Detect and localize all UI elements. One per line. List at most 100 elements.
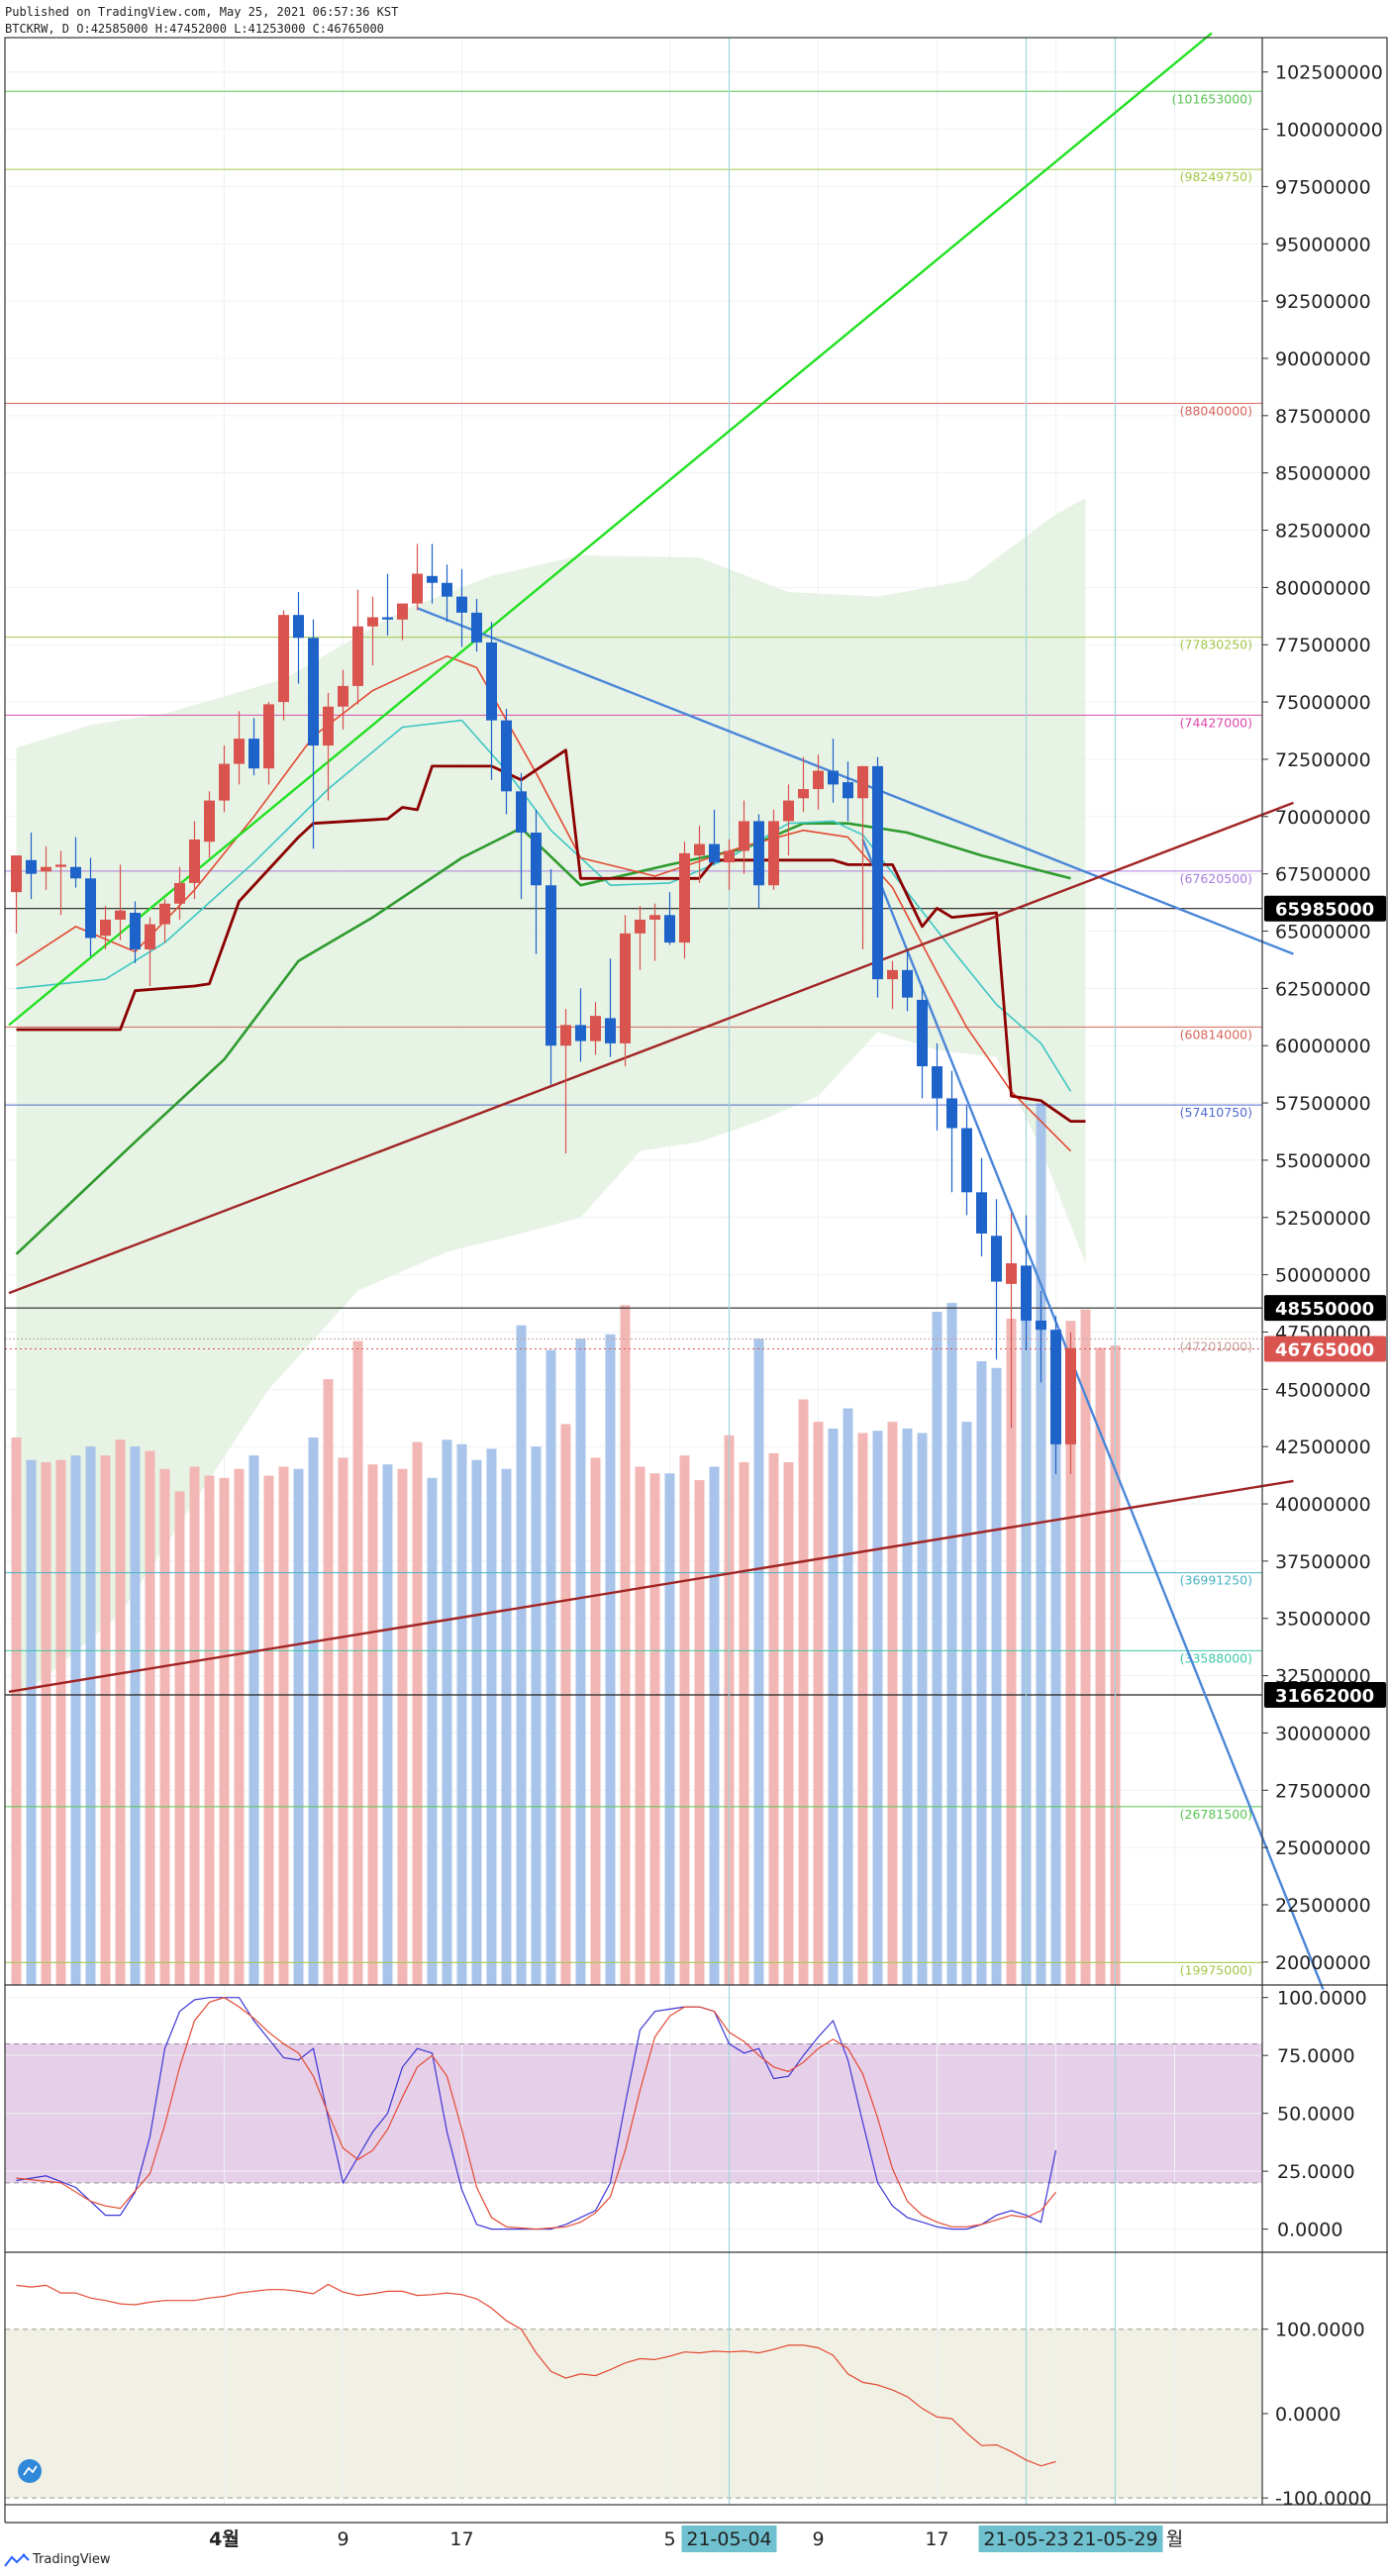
price-tag-bg <box>1264 1295 1386 1322</box>
cci-tick-label: -100.0000 <box>1275 2488 1372 2510</box>
cci-tick-label: 100.0000 <box>1275 2320 1365 2341</box>
volume-bar <box>293 1468 304 1985</box>
volume-bar <box>189 1466 200 1985</box>
price-axis: 20000000 22500000 25000000 27500000 30000000… <box>1262 62 1383 2510</box>
date-tag-bg <box>681 2526 777 2552</box>
volume-bar <box>11 1437 22 1985</box>
volume-bar <box>798 1399 809 1985</box>
candle-body <box>293 615 304 639</box>
volume-bar <box>412 1441 423 1985</box>
volume-bar <box>991 1367 1002 1985</box>
price-tick-label: 95000000 <box>1275 234 1371 255</box>
volume-bar <box>932 1312 942 1985</box>
volume-bar <box>174 1491 185 1985</box>
trendlines[interactable] <box>8 32 1325 1991</box>
price-tick-label: 50000000 <box>1275 1265 1371 1287</box>
candle-body <box>605 1018 616 1043</box>
candle-body <box>828 770 839 785</box>
price-tick-label: 57500000 <box>1275 1093 1371 1115</box>
cci-tick-label: 0.0000 <box>1275 2404 1340 2426</box>
volume-bar <box>635 1466 645 1985</box>
volume-bar <box>1065 1321 1076 1985</box>
candle-body <box>516 791 527 833</box>
volume-bar <box>857 1433 868 1985</box>
fib-level-label: (26781500) <box>1180 1807 1252 1822</box>
volume-bar <box>145 1450 155 1985</box>
volume-bar <box>1036 1103 1046 1985</box>
time-tick-label: 4월 <box>209 2528 240 2550</box>
fib-level-label: (88040000) <box>1180 403 1252 418</box>
candle-body <box>1050 1330 1061 1444</box>
price-tag-bg <box>1264 1681 1386 1708</box>
candle-body <box>159 903 170 925</box>
pane-backgrounds <box>5 2043 1262 2499</box>
fib-level-label: (60814000) <box>1180 1027 1252 1041</box>
fib-level-label: (77830250) <box>1180 638 1252 652</box>
date-tag-label: 21-05-04 <box>686 2528 771 2550</box>
symbol-ohlc-line: BTCKRW, D O:42585000 H:47452000 L:412530… <box>5 22 384 36</box>
candle-body <box>679 852 690 943</box>
date-tag-bg <box>1067 2526 1163 2552</box>
candle-body <box>263 704 274 769</box>
stoch-tick-label: 25.0000 <box>1277 2161 1355 2183</box>
price-tick-label: 65000000 <box>1275 922 1371 943</box>
cci-line <box>16 2283 1056 2467</box>
outer-frame <box>4 37 1388 2506</box>
candle-body <box>85 878 96 939</box>
candle-body <box>382 617 393 620</box>
settings-icon <box>18 2459 42 2483</box>
candle-body <box>649 915 660 920</box>
price-tick-label: 45000000 <box>1275 1379 1371 1401</box>
price-tick-label: 97500000 <box>1275 176 1371 198</box>
price-tick-label: 67500000 <box>1275 864 1371 886</box>
volume-bar <box>338 1457 348 1985</box>
volume-bar <box>694 1480 705 1985</box>
candle-body <box>189 839 200 883</box>
candle-body <box>115 910 126 920</box>
stoch-tick-label: 0.0000 <box>1277 2220 1342 2241</box>
candle-body <box>248 739 259 769</box>
volume-bar <box>516 1325 527 1985</box>
candle-body <box>501 720 512 792</box>
price-tag-label: 65985000 <box>1275 900 1374 921</box>
volume-bar <box>1006 1318 1017 1985</box>
volume-bar <box>382 1464 393 1985</box>
stoch-tick-label: 50.0000 <box>1277 2104 1355 2126</box>
settings-icon-glyph <box>23 2465 38 2476</box>
time-tick-label: 17 <box>449 2528 473 2550</box>
candle-body <box>234 739 245 764</box>
price-tick-label: 82500000 <box>1275 521 1371 543</box>
price-tag-bg <box>1264 895 1386 922</box>
price-tag-label: 48550000 <box>1275 1299 1374 1320</box>
volume-bar <box>1080 1309 1091 1985</box>
candle-body <box>917 999 928 1067</box>
volume-bar <box>946 1303 957 1985</box>
candle-body <box>843 782 853 799</box>
time-tick-label: 월 <box>1166 2528 1183 2550</box>
ma-line <box>16 654 1072 1152</box>
time-tick-label: 9 <box>337 2528 348 2550</box>
volume-bar <box>278 1466 289 1985</box>
candle-body <box>471 612 482 643</box>
volume-bar <box>367 1464 378 1985</box>
candle-body <box>798 789 809 799</box>
fib-level-label: (33588000) <box>1180 1650 1252 1665</box>
volume-bar <box>486 1448 497 1985</box>
tradingview-brand: TradingView <box>33 2552 111 2567</box>
volume-bar <box>575 1338 586 1985</box>
candle-body <box>991 1236 1002 1282</box>
price-tick-label: 92500000 <box>1275 291 1371 313</box>
candle-body <box>412 573 423 604</box>
tradingview-logo[interactable]: TradingView <box>4 2552 111 2567</box>
volume-bar <box>471 1459 482 1985</box>
volume-bar <box>1050 1381 1061 1985</box>
price-tick-label: 77500000 <box>1275 635 1371 656</box>
price-tick-label: 25000000 <box>1275 1837 1371 1859</box>
candle-body <box>946 1098 957 1129</box>
candle-body <box>620 933 631 1043</box>
price-tick-label: 102500000 <box>1275 62 1383 84</box>
fib-level-label: (19975000) <box>1180 1962 1252 1977</box>
volume-bar <box>456 1443 467 1985</box>
candle-body <box>857 765 868 799</box>
